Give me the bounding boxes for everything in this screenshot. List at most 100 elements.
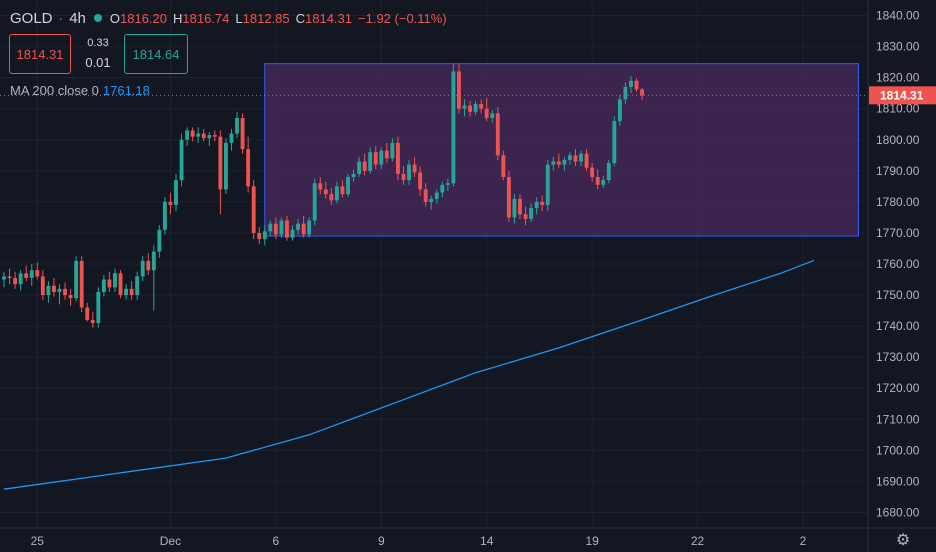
candle-body[interactable] [512,198,517,218]
ma200-line[interactable] [3,259,815,490]
candle-body[interactable] [229,133,234,143]
candle-body[interactable] [584,153,589,168]
sell-button[interactable]: 1814.31 [9,34,71,74]
candle-body[interactable] [595,177,600,185]
candle-body[interactable] [90,319,95,324]
candle-body[interactable] [623,86,628,100]
candle-body[interactable] [196,133,201,137]
candle-body[interactable] [518,198,522,215]
candle-body[interactable] [24,273,29,278]
candle-body[interactable] [2,276,6,280]
candle-body[interactable] [168,201,173,205]
candle-body[interactable] [540,201,545,205]
candle-body[interactable] [174,180,178,205]
candle-body[interactable] [63,288,67,296]
candle-body[interactable] [473,104,478,112]
candle-body[interactable] [567,155,572,160]
candle-body[interactable] [545,164,550,205]
candle-body[interactable] [207,135,212,139]
candle-body[interactable] [7,276,12,278]
candle-body[interactable] [240,118,245,150]
candle-body[interactable] [484,108,489,119]
candle-body[interactable] [523,214,528,219]
symbol-label[interactable]: GOLD [10,10,53,27]
candle-body[interactable] [13,277,18,285]
candle-body[interactable] [429,198,434,202]
candle-body[interactable] [18,273,23,285]
candle-body[interactable] [617,99,622,122]
candle-body[interactable] [218,136,223,190]
candle-body[interactable] [162,201,167,230]
candle-body[interactable] [312,183,317,221]
candle-body[interactable] [124,288,129,296]
candle-body[interactable] [212,135,217,137]
candle-body[interactable] [495,113,500,156]
candle-body[interactable] [579,153,583,162]
candle-body[interactable] [451,71,456,184]
candle-body[interactable] [257,232,262,240]
candle-body[interactable] [373,152,378,165]
candle-body[interactable] [251,186,256,233]
candle-body[interactable] [401,173,406,181]
candle-body[interactable] [140,260,145,277]
candle-body[interactable] [235,118,239,134]
candle-body[interactable] [157,229,162,252]
candle-body[interactable] [501,155,506,178]
candle-body[interactable] [640,89,645,96]
candle-body[interactable] [551,161,556,165]
candle-body[interactable] [440,184,445,193]
candle-body[interactable] [629,80,633,87]
candle-body[interactable] [573,155,578,162]
candle-body[interactable] [346,177,350,195]
candle-body[interactable] [634,80,639,90]
candle-body[interactable] [506,177,511,218]
candle-body[interactable] [29,270,34,278]
candle-body[interactable] [457,71,461,109]
rectangle-drawing[interactable] [264,63,859,237]
candle-body[interactable] [79,260,84,308]
candle-body[interactable] [223,142,228,190]
candle-body[interactable] [74,260,79,299]
candle-body[interactable] [68,295,73,299]
candle-body[interactable] [151,251,156,271]
candle-body[interactable] [407,164,411,181]
candle-body[interactable] [462,105,467,109]
candle-body[interactable] [395,142,400,174]
candle-body[interactable] [46,285,51,296]
candle-body[interactable] [612,121,617,164]
candle-body[interactable] [445,183,450,185]
candle-body[interactable] [113,273,117,288]
candle-body[interactable] [285,220,289,238]
candle-body[interactable] [118,273,123,296]
settings-gear-icon[interactable]: ⚙ [895,532,911,549]
candle-body[interactable] [323,189,328,195]
candle-body[interactable] [107,279,112,288]
candle-body[interactable] [357,161,362,174]
candle-body[interactable] [362,161,367,171]
candle-body[interactable] [606,163,611,181]
candle-body[interactable] [35,270,40,277]
candle-body[interactable] [368,152,373,171]
candle-body[interactable] [307,220,312,235]
ma-legend[interactable]: MA 200 close 0 1761.18 [10,83,150,98]
candle-body[interactable] [479,104,484,109]
candle-body[interactable] [418,172,423,190]
candle-body[interactable] [268,223,273,232]
buy-button[interactable]: 1814.64 [124,34,188,74]
candle-body[interactable] [434,192,439,199]
candle-body[interactable] [384,150,389,159]
candle-body[interactable] [329,194,334,201]
candle-body[interactable] [318,183,323,190]
candle-body[interactable] [390,142,395,159]
candle-body[interactable] [351,173,356,178]
candle-body[interactable] [273,223,278,235]
candle-body[interactable] [412,164,417,173]
candle-body[interactable] [601,180,606,185]
candle-body[interactable] [201,133,206,139]
candle-body[interactable] [334,186,339,201]
candle-body[interactable] [135,276,140,296]
candle-body[interactable] [246,149,251,187]
candle-body[interactable] [529,208,534,219]
candle-body[interactable] [290,229,295,238]
